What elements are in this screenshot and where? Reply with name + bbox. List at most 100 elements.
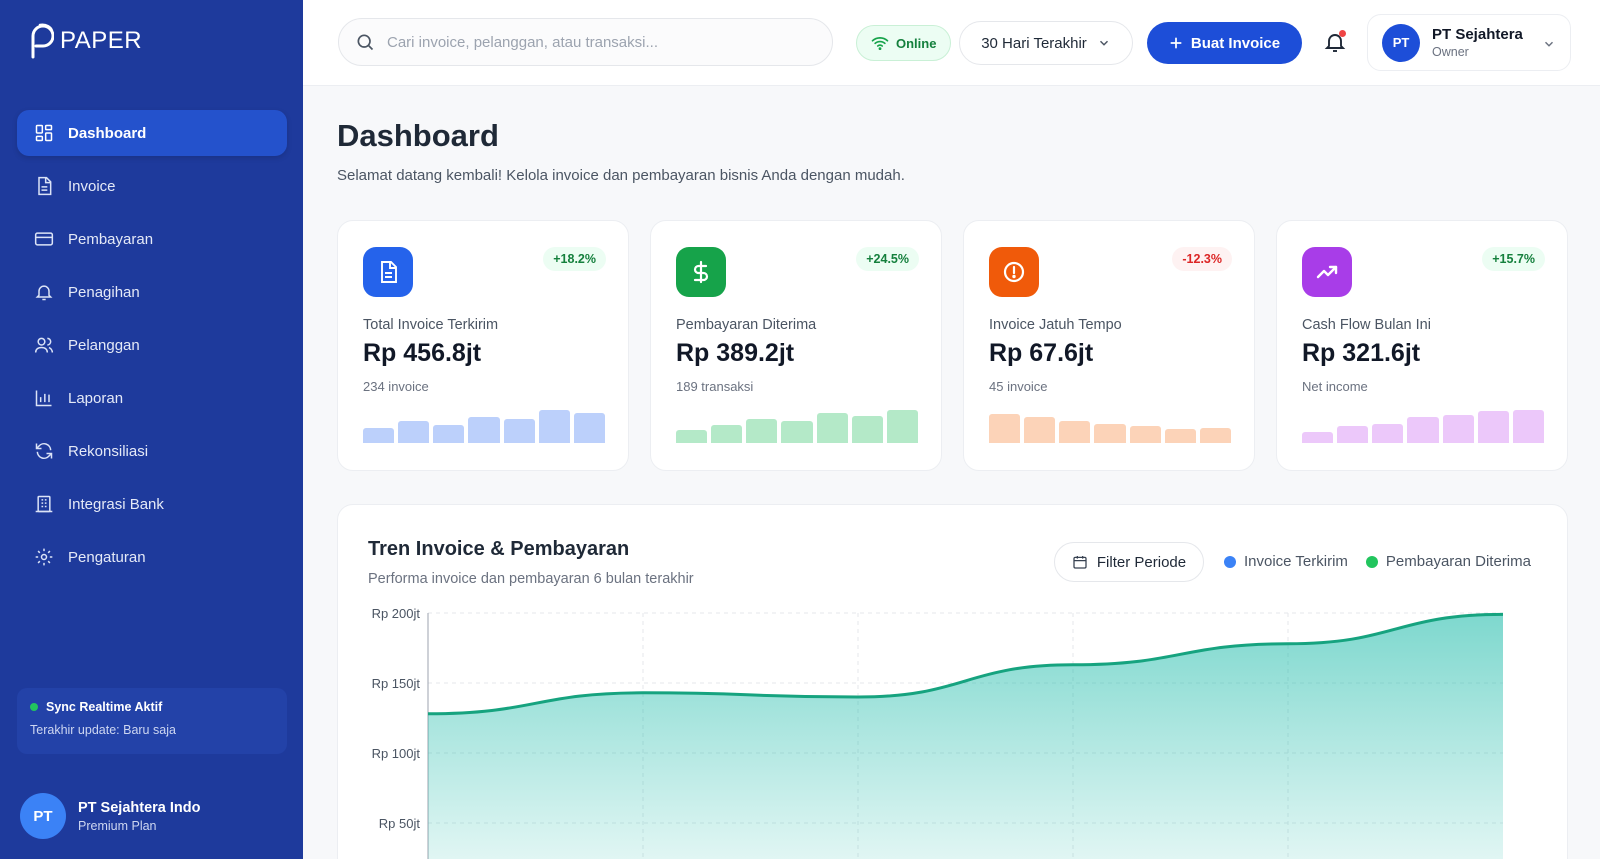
y-tick-label: Rp 50jt	[379, 816, 421, 831]
mini-bar	[1199, 427, 1231, 443]
sidebar-item-label: Dashboard	[68, 124, 147, 142]
y-tick-label: Rp 200jt	[372, 606, 421, 621]
mini-bar	[1164, 428, 1196, 443]
mini-bar	[573, 412, 605, 443]
sidebar-item-pembayaran[interactable]: Pembayaran	[17, 216, 287, 262]
brand-name: PAPER	[60, 27, 143, 54]
bell-icon	[35, 285, 53, 301]
y-tick-label: Rp 100jt	[372, 746, 421, 761]
calendar-icon	[1073, 556, 1087, 569]
sidebar-item-pelanggan[interactable]: Pelanggan	[17, 322, 287, 368]
sidebar-item-label: Rekonsiliasi	[68, 442, 149, 460]
mini-bar	[433, 425, 465, 443]
legend-item[interactable]: Invoice Terkirim	[1224, 553, 1348, 570]
sidebar-nav: Dashboard Invoice Pembayaran Penagihan P…	[17, 110, 287, 587]
mini-bar	[1477, 411, 1509, 443]
series-line-pembayaran	[427, 612, 1504, 716]
dashboard-icon	[35, 124, 53, 142]
sidebar-item-pengaturan[interactable]: Pengaturan	[17, 534, 287, 580]
dollar-icon	[693, 260, 709, 284]
stat-value: Rp 67.6jt	[989, 339, 1094, 367]
mini-bar	[1024, 417, 1056, 443]
stat-card-pembayaran-diterima[interactable]: +24.5% Pembayaran Diterima Rp 389.2jt 18…	[650, 220, 942, 471]
stat-mini-bar-chart	[363, 407, 605, 443]
mini-bar	[989, 414, 1021, 443]
legend-label: Pembayaran Diterima	[1385, 553, 1531, 570]
stat-label: Total Invoice Terkirim	[363, 317, 499, 333]
y-tick-label: Rp 150jt	[372, 676, 421, 691]
mini-bar	[711, 425, 743, 443]
sync-last-update: Terakhir update: Baru saja	[30, 723, 176, 737]
sidebar-item-penagihan[interactable]: Penagihan	[17, 269, 287, 315]
stat-change-badge: +18.2%	[543, 247, 606, 271]
mini-bar	[1337, 426, 1369, 443]
stat-value: Rp 456.8jt	[363, 339, 482, 367]
stat-card-invoice-jatuh-tempo[interactable]: -12.3% Invoice Jatuh Tempo Rp 67.6jt 45 …	[963, 220, 1255, 471]
bank-icon	[35, 495, 53, 513]
user-role: Owner	[1432, 45, 1469, 59]
stat-card-total-invoice[interactable]: +18.2% Total Invoice Terkirim Rp 456.8jt…	[337, 220, 629, 471]
sidebar-item-invoice[interactable]: Invoice	[17, 163, 287, 209]
alert-icon	[1003, 261, 1025, 283]
company-profile[interactable]: PT PT Sejahtera Indo Premium Plan	[20, 793, 200, 839]
sync-status-dot	[30, 703, 38, 711]
chevron-down-icon	[1099, 40, 1108, 46]
trend-chart: Rp 200jt Rp 150jt Rp 100jt Rp 50jt	[372, 606, 1504, 859]
user-menu[interactable]: PT PT Sejahtera Owner	[1367, 14, 1571, 71]
stat-card-cash-flow[interactable]: +15.7% Cash Flow Bulan Ini Rp 321.6jt Ne…	[1276, 220, 1568, 471]
mini-bar	[1512, 409, 1544, 443]
mini-bar	[398, 421, 430, 443]
mini-bar	[746, 418, 778, 443]
avatar: PT	[1382, 23, 1420, 62]
chart-legend: Invoice Terkirim Pembayaran Diterima	[1224, 553, 1531, 570]
mini-bar	[1302, 432, 1334, 443]
period-select[interactable]: 30 Hari Terakhir	[959, 21, 1133, 65]
stat-count: 45 invoice	[989, 379, 1048, 394]
stat-change-badge: +15.7%	[1482, 247, 1545, 271]
mini-bar	[676, 430, 708, 443]
mini-bar	[886, 409, 918, 443]
mini-bar	[851, 415, 883, 443]
series-area-pembayaran	[428, 614, 1503, 859]
top-header: Online 30 Hari Terakhir Buat Invoice PT …	[303, 0, 1600, 86]
mini-bar	[468, 417, 500, 443]
search-input[interactable]	[387, 33, 807, 51]
company-plan: Premium Plan	[78, 818, 157, 833]
sidebar-item-label: Pelanggan	[68, 336, 140, 354]
mini-bar	[1059, 420, 1091, 443]
period-select-value: 30 Hari Terakhir	[981, 34, 1087, 52]
mini-bar	[363, 427, 395, 443]
sidebar-item-label: Invoice	[68, 177, 116, 195]
stat-count: Net income	[1302, 379, 1368, 394]
sidebar-item-laporan[interactable]: Laporan	[17, 375, 287, 421]
sidebar-item-dashboard[interactable]: Dashboard	[17, 110, 287, 156]
mini-bar	[1129, 426, 1161, 443]
trend-chart-panel: Tren Invoice & Pembayaran Performa invoi…	[337, 504, 1568, 859]
sync-status-title: Sync Realtime Aktif	[46, 700, 163, 714]
notifications-button[interactable]	[1323, 30, 1347, 54]
mini-bar	[1407, 417, 1439, 443]
mini-bar	[816, 412, 848, 443]
mini-bar	[1372, 424, 1404, 443]
sidebar-item-integrasi-bank[interactable]: Integrasi Bank	[17, 481, 287, 527]
create-invoice-button[interactable]: Buat Invoice	[1147, 22, 1302, 64]
mini-bar	[503, 419, 535, 443]
online-status-badge: Online	[856, 25, 952, 61]
brand-logo[interactable]: PAPER	[24, 22, 142, 60]
legend-item[interactable]: Pembayaran Diterima	[1365, 553, 1531, 570]
avatar: PT	[20, 793, 66, 839]
chevron-down-icon	[1544, 41, 1554, 47]
credit-card-icon	[34, 232, 54, 246]
stat-label: Pembayaran Diterima	[676, 317, 817, 333]
legend-swatch	[1365, 555, 1378, 568]
filter-period-button[interactable]: Filter Periode	[1054, 542, 1204, 582]
legend-swatch	[1224, 555, 1236, 568]
sidebar-item-label: Pengaturan	[68, 548, 146, 566]
stat-label: Invoice Jatuh Tempo	[989, 317, 1122, 333]
stat-label: Cash Flow Bulan Ini	[1302, 317, 1431, 333]
notification-dot	[1339, 30, 1346, 37]
mini-bar	[781, 420, 813, 443]
sidebar-item-rekonsiliasi[interactable]: Rekonsiliasi	[17, 428, 287, 474]
user-name: PT Sejahtera	[1432, 26, 1523, 43]
stat-change-badge: -12.3%	[1172, 247, 1232, 271]
